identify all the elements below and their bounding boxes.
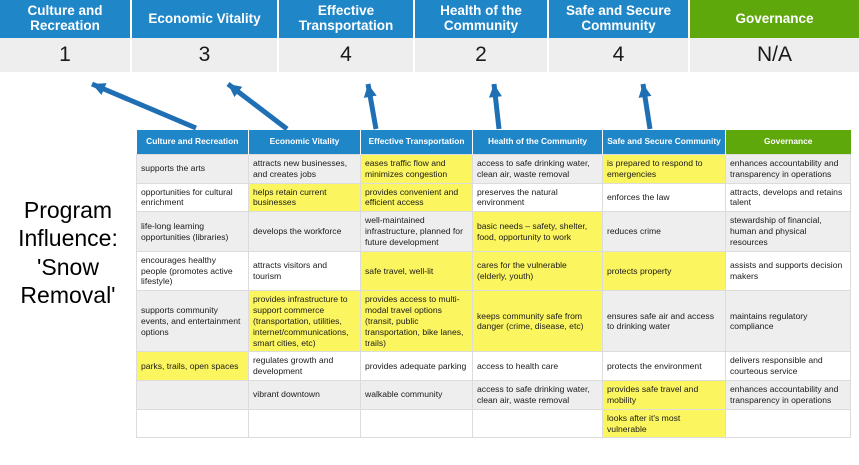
matrix-header-economic-vitality: Economic Vitality [248,130,361,155]
matrix-header-culture-and-recreation: Culture and Recreation [136,130,249,155]
scorecard-value-economic-vitality: 3 [132,38,279,72]
matrix-cell: delivers responsible and courteous servi… [725,351,851,382]
matrix-cell [136,380,249,410]
caption-line-4: Removal' [20,281,116,308]
arrow-economic-vitality [226,82,289,131]
matrix-body: supports the arts attracts new businesses… [136,154,851,439]
scorecard-value-governance: N/A [690,38,859,72]
matrix-cell: ensures safe air and access to drinking … [602,290,726,353]
matrix-cell: encourages healthy people (promotes acti… [136,250,249,292]
matrix-cell: attracts visitors and tourism [248,250,361,292]
matrix-cell [360,408,473,439]
matrix-row: vibrant downtown walkable community access… [136,380,851,410]
arrow-layer [0,72,859,132]
matrix-cell [248,408,361,439]
matrix-cell: well-maintained infrastructure, planned … [360,211,473,252]
matrix-cell: eases traffic flow and minimizes congest… [360,154,473,184]
scorecard-header-economic-vitality: Economic Vitality [132,0,279,38]
matrix-cell: stewardship of financial, human and phys… [725,211,851,252]
matrix-cell: reduces crime [602,211,726,252]
scorecard-header-safe-and-secure-community: Safe and Secure Community [549,0,690,38]
scorecard-summary: Culture and Recreation Economic Vitality E… [0,0,859,72]
matrix-row: supports community events, and entertain… [136,290,851,353]
matrix-cell: cares for the vulnerable (elderly, youth… [472,250,603,292]
matrix-header-safe-and-secure-community: Safe and Secure Community [602,130,726,155]
matrix-cell: helps retain current businesses [248,182,361,213]
scorecard-value-effective-transportation: 4 [279,38,415,72]
matrix-cell: provides access to multi-modal travel op… [360,290,473,353]
matrix-header-health-of-the-community: Health of the Community [472,130,603,155]
scorecard-value-health-of-the-community: 2 [415,38,549,72]
matrix-cell: attracts new businesses, and creates job… [248,154,361,184]
matrix-cell: is prepared to respond to emergencies [602,154,726,184]
scorecard-header-health-of-the-community: Health of the Community [415,0,549,38]
matrix-row: opportunities for cultural enrichment hel… [136,182,851,213]
matrix-cell: maintains regulatory compliance [725,290,851,353]
matrix-cell: supports community events, and entertain… [136,290,249,353]
scorecard-header-row: Culture and Recreation Economic Vitality E… [0,0,859,38]
matrix-row: supports the arts attracts new businesses… [136,154,851,184]
matrix-cell: attracts, develops and retains talent [725,182,851,213]
scorecard-value-row: 1 3 4 2 4 N/A [0,38,859,72]
scorecard-header-effective-transportation: Effective Transportation [279,0,415,38]
program-influence-caption: Program Influence: 'Snow Removal' [4,196,132,309]
matrix-row: life-long learning opportunities (librar… [136,211,851,252]
matrix-cell: develops the workforce [248,211,361,252]
arrow-culture-and-recreation [91,81,197,131]
matrix-cell: protects property [602,250,726,292]
matrix-cell: provides adequate parking [360,351,473,382]
matrix-cell [725,408,851,439]
matrix-cell: provides convenient and efficient access [360,182,473,213]
scorecard-header-governance: Governance [690,0,859,38]
arrow-health-of-the-community [488,83,502,130]
matrix-cell: access to health care [472,351,603,382]
matrix-cell: preserves the natural environment [472,182,603,213]
scorecard-header-culture-and-recreation: Culture and Recreation [0,0,132,38]
matrix-cell: protects the environment [602,351,726,382]
matrix-cell: parks, trails, open spaces [136,351,249,382]
arrow-effective-transportation [363,83,379,130]
matrix-cell: vibrant downtown [248,380,361,410]
matrix-cell: basic needs – safety, shelter, food, opp… [472,211,603,252]
matrix-row: encourages healthy people (promotes acti… [136,250,851,292]
caption-line-1: Program [23,197,113,223]
outcomes-matrix-table: Culture and Recreation Economic Vitality E… [136,130,851,439]
matrix-cell: provides safe travel and mobility [602,380,726,410]
matrix-cell [136,408,249,439]
matrix-cell: safe travel, well-lit [360,250,473,292]
caption-line-3: 'Snow [37,253,99,280]
matrix-cell: keeps community safe from danger (crime,… [472,290,603,353]
matrix-cell: assists and supports decision makers [725,250,851,292]
matrix-cell: regulates growth and development [248,351,361,382]
matrix-cell: looks after it's most vulnerable [602,408,726,439]
caption-line-2: Influence: [18,225,118,252]
matrix-cell: opportunities for cultural enrichment [136,182,249,213]
matrix-header-effective-transportation: Effective Transportation [360,130,473,155]
scorecard-value-safe-and-secure-community: 4 [549,38,690,72]
matrix-header-row: Culture and Recreation Economic Vitality E… [136,130,851,155]
matrix-cell: enhances accountability and transparency… [725,154,851,184]
matrix-cell: enforces the law [602,182,726,213]
matrix-row: looks after it's most vulnerable [136,408,851,439]
matrix-cell: enhances accountability and transparency… [725,380,851,410]
matrix-cell: access to safe drinking water, clean air… [472,380,603,410]
matrix-cell [472,408,603,439]
matrix-cell: provides infrastructure to support comme… [248,290,361,353]
matrix-header-governance: Governance [725,130,851,155]
scorecard-value-culture-and-recreation: 1 [0,38,132,72]
matrix-cell: walkable community [360,380,473,410]
matrix-cell: life-long learning opportunities (librar… [136,211,249,252]
matrix-cell: access to safe drinking water, clean air… [472,154,603,184]
arrow-safe-and-secure-community [638,83,653,130]
matrix-cell: supports the arts [136,154,249,184]
matrix-row: parks, trails, open spaces regulates grow… [136,351,851,382]
